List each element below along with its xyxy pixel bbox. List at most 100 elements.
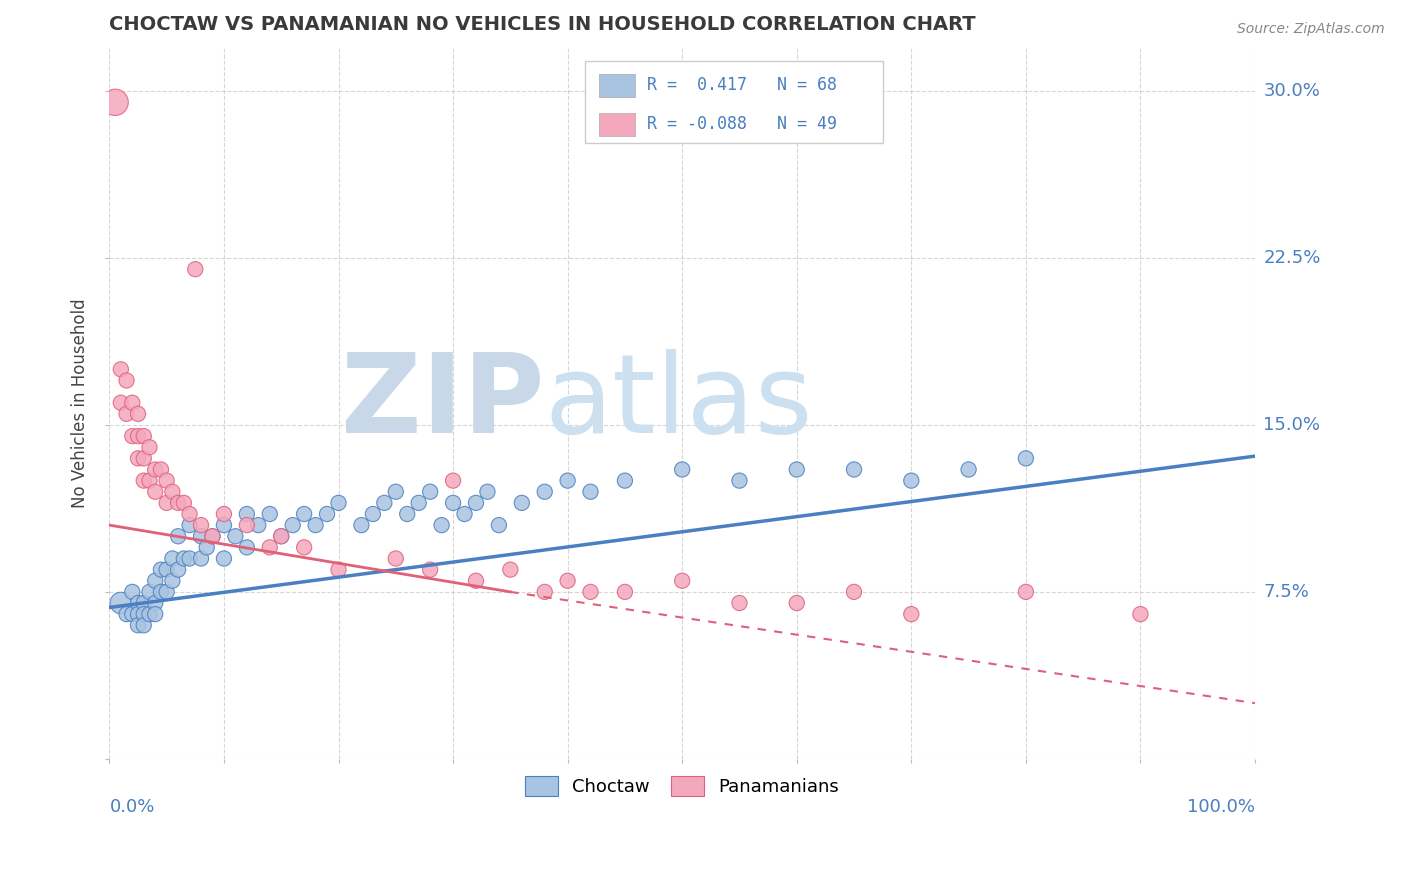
Text: CHOCTAW VS PANAMANIAN NO VEHICLES IN HOUSEHOLD CORRELATION CHART: CHOCTAW VS PANAMANIAN NO VEHICLES IN HOU…: [110, 15, 976, 34]
Point: [384, 551, 406, 566]
Point: [143, 484, 166, 499]
Point: [224, 529, 246, 543]
Legend: Choctaw, Panamanians: Choctaw, Panamanians: [517, 769, 846, 803]
Point: [162, 551, 184, 566]
Point: [613, 474, 636, 488]
Point: [179, 551, 201, 566]
Text: 0.0%: 0.0%: [110, 798, 155, 816]
Point: [728, 474, 751, 488]
Point: [115, 607, 138, 621]
Point: [110, 362, 132, 376]
Point: [236, 518, 259, 533]
Point: [408, 496, 430, 510]
FancyBboxPatch shape: [599, 74, 636, 96]
Point: [143, 462, 166, 476]
Point: [328, 563, 350, 577]
Point: [190, 529, 212, 543]
Point: [179, 518, 201, 533]
Point: [477, 484, 499, 499]
Point: [156, 496, 179, 510]
Point: [156, 563, 179, 577]
Point: [190, 518, 212, 533]
Point: [143, 607, 166, 621]
Point: [110, 596, 132, 610]
Text: 7.5%: 7.5%: [1264, 582, 1309, 601]
Point: [132, 618, 155, 632]
Point: [328, 496, 350, 510]
Point: [1015, 585, 1038, 599]
Point: [190, 551, 212, 566]
Point: [270, 529, 292, 543]
Point: [316, 507, 339, 521]
Point: [786, 462, 808, 476]
Point: [236, 507, 259, 521]
Point: [167, 496, 190, 510]
Point: [110, 395, 132, 409]
Point: [162, 574, 184, 588]
Point: [842, 462, 865, 476]
Point: [201, 529, 224, 543]
Point: [900, 607, 922, 621]
Point: [162, 484, 184, 499]
Point: [373, 496, 395, 510]
Point: [671, 574, 693, 588]
Point: [247, 518, 270, 533]
Point: [138, 607, 160, 621]
Point: [167, 529, 190, 543]
Point: [957, 462, 980, 476]
Text: 100.0%: 100.0%: [1187, 798, 1256, 816]
Point: [419, 563, 441, 577]
Point: [259, 541, 281, 555]
FancyBboxPatch shape: [585, 61, 883, 143]
Y-axis label: No Vehicles in Household: No Vehicles in Household: [72, 298, 89, 508]
Point: [212, 551, 235, 566]
Point: [361, 507, 384, 521]
Point: [127, 429, 149, 443]
Point: [138, 474, 160, 488]
Point: [292, 541, 315, 555]
Point: [384, 484, 406, 499]
Point: [127, 451, 149, 466]
Point: [212, 518, 235, 533]
Point: [613, 585, 636, 599]
Point: [115, 407, 138, 421]
Point: [173, 496, 195, 510]
Point: [292, 507, 315, 521]
Point: [579, 484, 602, 499]
Point: [510, 496, 533, 510]
Point: [149, 462, 172, 476]
Text: 22.5%: 22.5%: [1264, 249, 1320, 267]
Point: [671, 462, 693, 476]
Point: [488, 518, 510, 533]
Point: [127, 596, 149, 610]
Point: [149, 585, 172, 599]
Point: [465, 574, 488, 588]
Point: [127, 618, 149, 632]
Point: [900, 474, 922, 488]
Point: [121, 429, 143, 443]
Point: [195, 541, 218, 555]
Point: [441, 474, 464, 488]
Point: [430, 518, 453, 533]
Point: [179, 507, 201, 521]
Point: [121, 395, 143, 409]
Point: [557, 574, 579, 588]
Point: [156, 474, 179, 488]
Point: [127, 407, 149, 421]
Point: [579, 585, 602, 599]
Point: [184, 262, 207, 277]
Point: [167, 563, 190, 577]
Point: [132, 429, 155, 443]
Point: [149, 563, 172, 577]
Point: [138, 440, 160, 454]
Point: [281, 518, 304, 533]
Point: [173, 551, 195, 566]
Point: [132, 451, 155, 466]
Point: [453, 507, 475, 521]
Point: [728, 596, 751, 610]
Point: [465, 496, 488, 510]
Point: [259, 507, 281, 521]
Point: [121, 585, 143, 599]
FancyBboxPatch shape: [599, 113, 636, 136]
Point: [350, 518, 373, 533]
